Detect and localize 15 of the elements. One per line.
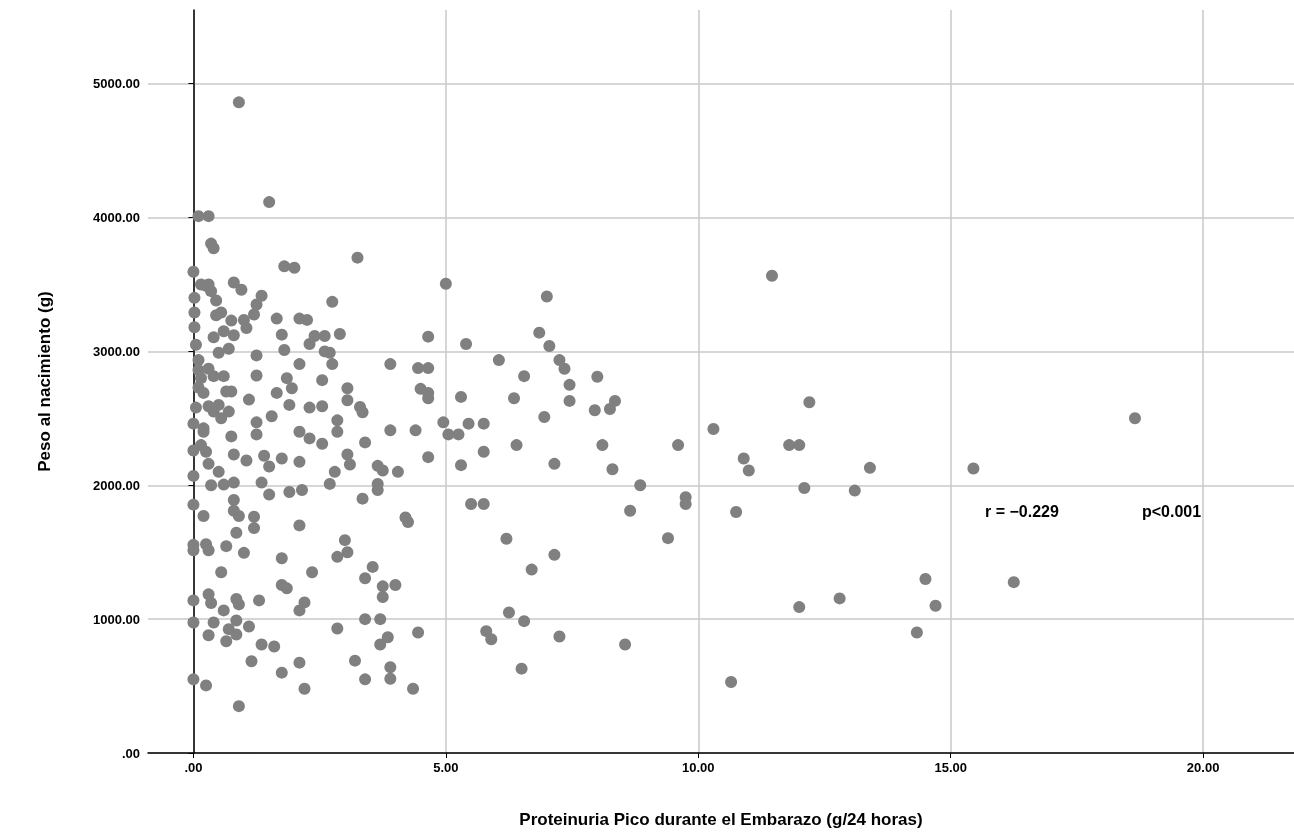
annotation: r = −0.229 — [985, 502, 1059, 520]
annotation: p<0.001 — [1142, 502, 1202, 520]
y-axis-title: Peso al nacimiento (g) — [35, 291, 54, 472]
y-tick-label: 2000.00 — [93, 477, 140, 493]
x-tick-label: .00 — [184, 760, 203, 775]
x-tick-label: 15.00 — [934, 760, 967, 775]
y-tick-label: .00 — [121, 745, 140, 761]
y-tick-label: 3000.00 — [93, 343, 140, 359]
x-axis-title: Proteinuria Pico durante el Embarazo (g/24 horas) — [519, 810, 923, 829]
y-tick-label: 5000.00 — [93, 76, 140, 92]
y-tick-label: 4000.00 — [93, 210, 140, 225]
y-tick-label: 1000.00 — [93, 611, 140, 627]
x-tick-label: 10.00 — [682, 760, 715, 775]
x-tick-label: 5.00 — [433, 760, 459, 775]
x-tick-label: 20.00 — [1186, 760, 1220, 775]
